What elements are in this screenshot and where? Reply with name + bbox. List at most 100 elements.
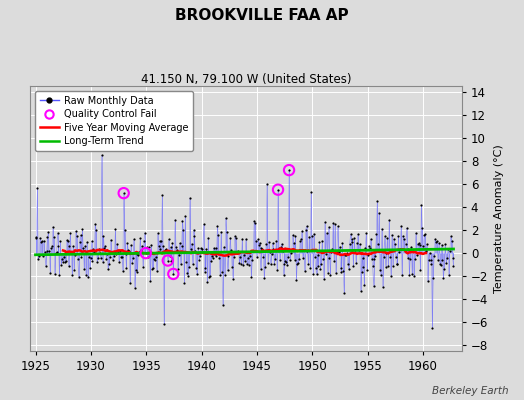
Point	[434, 240, 443, 247]
Point	[249, 248, 257, 254]
Point	[267, 251, 276, 257]
Point	[435, 261, 444, 268]
Point	[222, 229, 231, 236]
Point	[336, 265, 345, 271]
Point	[278, 248, 287, 254]
Point	[331, 221, 339, 228]
Point	[201, 265, 210, 271]
Point	[256, 239, 264, 246]
Point	[392, 261, 401, 268]
Point	[166, 244, 174, 250]
Point	[364, 252, 372, 258]
Point	[171, 216, 179, 223]
Point	[151, 253, 160, 260]
Point	[320, 276, 328, 282]
Point	[110, 253, 118, 260]
Point	[322, 251, 330, 258]
Point	[172, 244, 180, 250]
Point	[447, 238, 456, 245]
Point	[376, 266, 384, 273]
Point	[406, 256, 414, 262]
Point	[411, 256, 419, 262]
Point	[328, 246, 336, 252]
Point	[420, 232, 428, 238]
Point	[174, 252, 183, 258]
Point	[269, 246, 278, 252]
Point	[180, 280, 189, 286]
Point	[299, 254, 307, 261]
Point	[375, 210, 383, 216]
Point	[188, 240, 196, 247]
Point	[124, 246, 133, 253]
Point	[95, 246, 103, 252]
Point	[224, 253, 233, 259]
Point	[432, 239, 440, 246]
Point	[133, 250, 141, 257]
Point	[339, 268, 347, 274]
Point	[242, 236, 250, 242]
Point	[378, 284, 387, 290]
Point	[296, 238, 304, 244]
Point	[244, 255, 252, 262]
Point	[205, 274, 213, 280]
Point	[125, 248, 134, 255]
Point	[51, 271, 59, 277]
Point	[396, 246, 405, 252]
Point	[169, 271, 178, 277]
Point	[59, 259, 67, 266]
Point	[178, 242, 186, 249]
Point	[193, 271, 201, 278]
Point	[60, 254, 68, 260]
Point	[449, 255, 457, 261]
Point	[429, 275, 438, 281]
Point	[81, 243, 89, 250]
Point	[284, 253, 292, 260]
Point	[334, 223, 342, 230]
Point	[144, 254, 152, 260]
Point	[86, 255, 95, 262]
Point	[141, 250, 150, 256]
Point	[196, 245, 205, 252]
Point	[352, 260, 361, 267]
Point	[139, 263, 147, 270]
Point	[241, 258, 249, 264]
Point	[337, 269, 346, 276]
Point	[108, 257, 117, 263]
Point	[215, 255, 223, 261]
Point	[268, 240, 277, 247]
Point	[194, 245, 202, 252]
Point	[334, 249, 343, 256]
Point	[229, 275, 237, 282]
Point	[271, 256, 279, 263]
Point	[200, 268, 209, 275]
Title: 41.150 N, 79.100 W (United States): 41.150 N, 79.100 W (United States)	[140, 73, 351, 86]
Point	[446, 233, 455, 240]
Point	[67, 250, 75, 257]
Point	[302, 223, 311, 229]
Point	[149, 265, 157, 271]
Point	[258, 246, 267, 252]
Point	[285, 167, 293, 173]
Point	[260, 275, 268, 282]
Point	[77, 232, 85, 238]
Point	[220, 244, 228, 250]
Point	[192, 265, 201, 272]
Point	[282, 258, 290, 265]
Point	[185, 194, 194, 201]
Point	[206, 273, 214, 279]
Point	[129, 255, 137, 262]
Point	[43, 234, 52, 240]
Point	[423, 241, 431, 248]
Point	[207, 257, 215, 264]
Point	[104, 266, 112, 272]
Point	[287, 250, 295, 256]
Point	[390, 240, 399, 247]
Point	[381, 264, 390, 270]
Point	[123, 240, 132, 246]
Point	[250, 218, 258, 224]
Point	[128, 260, 136, 266]
Point	[309, 270, 317, 277]
Point	[349, 263, 357, 270]
Point	[144, 244, 152, 251]
Point	[77, 254, 85, 260]
